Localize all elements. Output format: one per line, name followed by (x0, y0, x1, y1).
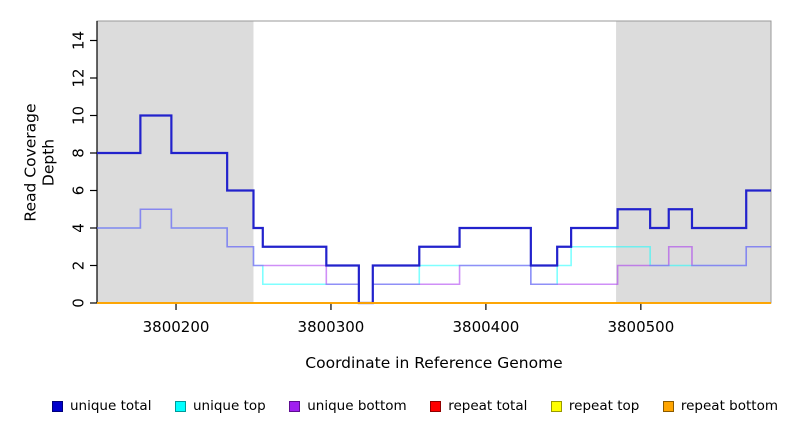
shaded-repeat-region (97, 21, 254, 303)
y-axis-title: Read Coverage Depth (21, 103, 58, 222)
legend-swatch-unique-top (175, 400, 186, 412)
legend-label-unique-total: unique total (70, 398, 152, 414)
chart-legend: unique total unique top unique bottom repea… (0, 395, 792, 417)
legend-swatch-repeat-total (430, 400, 442, 412)
legend-item-unique-total: unique total (52, 398, 151, 414)
coverage-plot: 0 2 4 6 8 10 12 14 3800200 3800300 3800400 3800500 (69, 20, 772, 336)
legend-item-repeat-top: repeat top (550, 398, 640, 414)
y-tick-label: 8 (69, 148, 87, 158)
legend-label-repeat-top: repeat top (568, 398, 640, 414)
x-axis-title: Coordinate in Reference Genome (305, 354, 563, 372)
legend-item-repeat-total: repeat total (430, 398, 527, 414)
shaded-repeat-region (616, 21, 771, 303)
legend-swatch-repeat-top (550, 400, 562, 412)
legend-item-unique-bottom: unique bottom (289, 398, 407, 414)
y-tick-label: 4 (69, 223, 87, 233)
legend-label-unique-bottom: unique bottom (307, 398, 407, 414)
legend-label-repeat-bottom: repeat bottom (680, 398, 778, 414)
y-tick-label: 2 (69, 261, 87, 271)
x-tick-label: 3800200 (143, 318, 210, 336)
y-tick-label: 12 (69, 68, 87, 87)
y-tick-label: 0 (69, 298, 87, 308)
legend-item-repeat-bottom: repeat bottom (662, 398, 778, 414)
legend-label-unique-top: unique top (193, 398, 266, 414)
legend-label-repeat-total: repeat total (448, 398, 528, 414)
legend-swatch-unique-total (52, 400, 63, 412)
x-tick-label: 3800300 (298, 318, 365, 336)
legend-swatch-unique-bottom (289, 400, 301, 412)
y-tick-label: 10 (69, 106, 87, 125)
y-tick-label: 14 (69, 31, 87, 50)
legend-swatch-repeat-bottom (662, 400, 674, 412)
x-tick-label: 3800400 (452, 318, 519, 336)
legend-item-unique-top: unique top (175, 398, 266, 414)
x-tick-label: 3800500 (607, 318, 674, 336)
y-tick-label: 6 (69, 186, 87, 196)
series-unique-total (97, 114, 771, 305)
